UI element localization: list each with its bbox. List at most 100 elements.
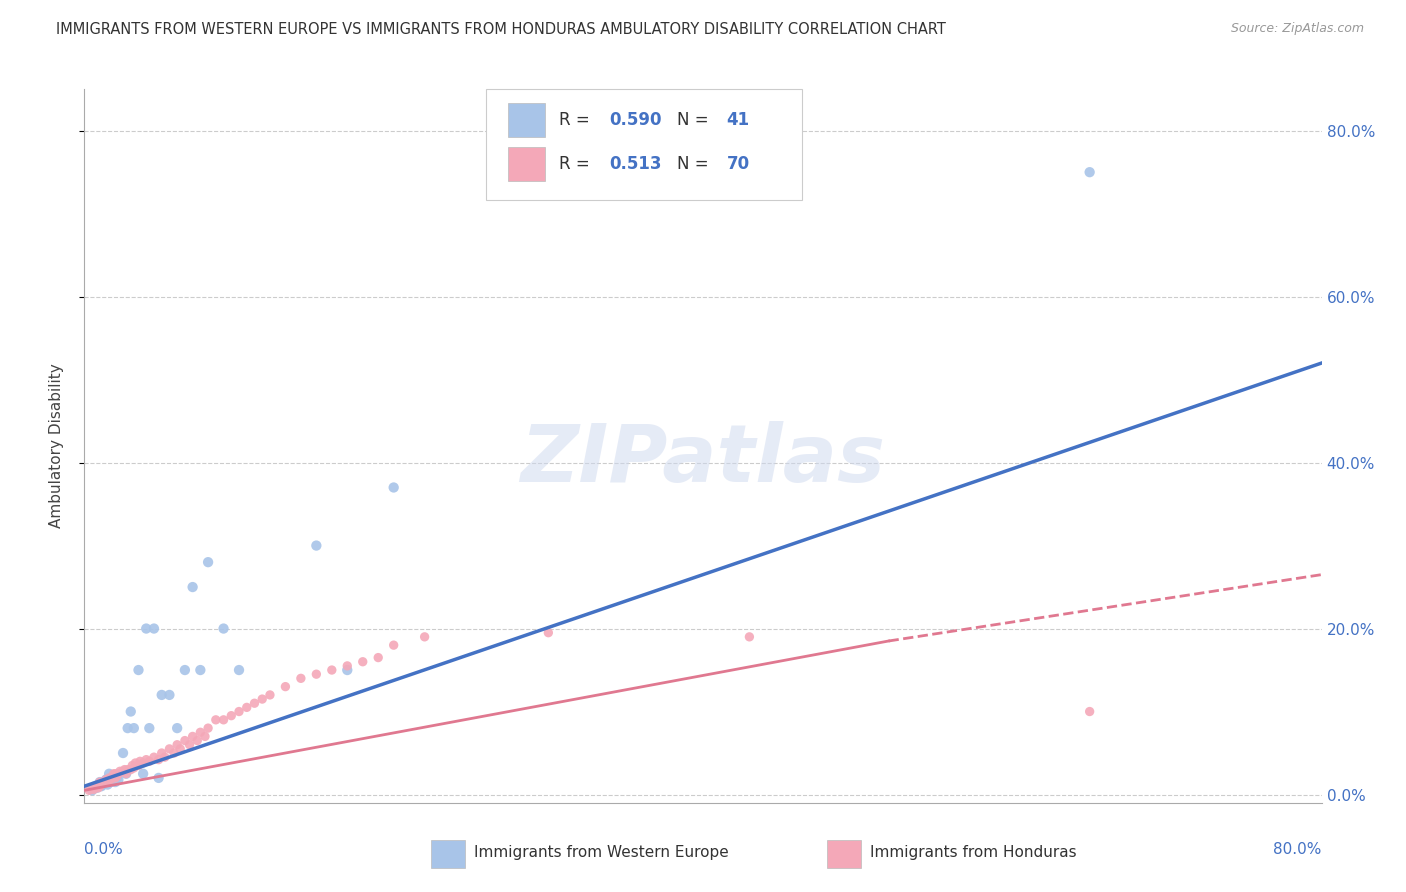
Point [132, 756, 155, 770]
Point [124, 756, 146, 770]
Point [321, 663, 343, 677]
Point [120, 705, 142, 719]
Text: R =: R = [560, 111, 596, 128]
Point [352, 655, 374, 669]
Point [82, 783, 104, 797]
Point [197, 721, 219, 735]
Point [228, 705, 250, 719]
Text: IMMIGRANTS FROM WESTERN EUROPE VS IMMIGRANTS FROM HONDURAS AMBULATORY DISABILITY: IMMIGRANTS FROM WESTERN EUROPE VS IMMIGR… [56, 22, 946, 37]
Point [112, 746, 135, 760]
Text: 80.0%: 80.0% [1274, 842, 1322, 857]
Point [259, 688, 281, 702]
Point [101, 771, 124, 785]
Point [290, 671, 312, 685]
Point [103, 766, 125, 780]
Point [132, 766, 155, 780]
Point [107, 766, 129, 780]
Point [305, 667, 328, 681]
Point [135, 753, 157, 767]
Text: Source: ZipAtlas.com: Source: ZipAtlas.com [1230, 22, 1364, 36]
Text: 0.590: 0.590 [609, 111, 661, 128]
Point [212, 713, 235, 727]
Point [274, 680, 297, 694]
Point [91, 775, 114, 789]
Point [117, 721, 139, 735]
Point [89, 775, 111, 789]
Point [104, 766, 127, 780]
Point [135, 622, 157, 636]
Point [84, 779, 107, 793]
Point [738, 630, 761, 644]
Text: 70: 70 [727, 155, 749, 173]
Point [197, 555, 219, 569]
Point [100, 772, 122, 787]
Point [94, 772, 117, 787]
Point [163, 746, 186, 760]
Point [129, 754, 152, 768]
Point [115, 766, 138, 780]
Point [89, 779, 111, 793]
Point [1078, 165, 1101, 179]
FancyBboxPatch shape [486, 89, 801, 200]
Point [159, 742, 181, 756]
Point [188, 663, 212, 677]
Point [93, 775, 115, 789]
Point [236, 700, 259, 714]
Text: 41: 41 [727, 111, 749, 128]
Point [100, 775, 122, 789]
FancyBboxPatch shape [508, 147, 544, 181]
Point [89, 775, 111, 789]
Point [83, 782, 105, 797]
FancyBboxPatch shape [508, 103, 544, 137]
Point [153, 750, 176, 764]
Point [382, 481, 405, 495]
Point [104, 775, 127, 789]
FancyBboxPatch shape [430, 840, 465, 869]
Point [87, 780, 110, 795]
Point [97, 775, 120, 789]
Point [90, 778, 112, 792]
Point [367, 650, 389, 665]
Point [537, 625, 560, 640]
Point [138, 721, 160, 735]
Point [252, 692, 274, 706]
Point [98, 766, 121, 780]
Point [143, 750, 166, 764]
Point [121, 758, 143, 772]
Point [305, 539, 328, 553]
Point [112, 764, 135, 779]
Point [128, 758, 150, 772]
Point [382, 638, 405, 652]
Point [87, 778, 110, 792]
Y-axis label: Ambulatory Disability: Ambulatory Disability [49, 364, 63, 528]
Text: Immigrants from Western Europe: Immigrants from Western Europe [474, 846, 728, 860]
Point [1078, 705, 1101, 719]
Text: N =: N = [678, 155, 714, 173]
Point [120, 763, 142, 777]
Point [148, 753, 170, 767]
Point [181, 580, 204, 594]
Text: 0.0%: 0.0% [84, 842, 124, 857]
Point [166, 721, 188, 735]
Point [205, 713, 228, 727]
Point [105, 771, 128, 785]
Text: 0.513: 0.513 [609, 155, 661, 173]
Point [166, 738, 188, 752]
Point [82, 780, 104, 795]
Point [181, 730, 204, 744]
Point [169, 742, 191, 756]
Point [90, 779, 112, 793]
Point [212, 622, 235, 636]
Point [143, 622, 166, 636]
Point [186, 733, 208, 747]
Point [122, 721, 145, 735]
Text: R =: R = [560, 155, 596, 173]
Point [179, 738, 201, 752]
Point [150, 746, 173, 760]
Point [94, 772, 117, 787]
Text: N =: N = [678, 111, 714, 128]
Point [89, 779, 111, 793]
Point [336, 663, 359, 677]
Point [115, 766, 138, 780]
Point [336, 659, 359, 673]
